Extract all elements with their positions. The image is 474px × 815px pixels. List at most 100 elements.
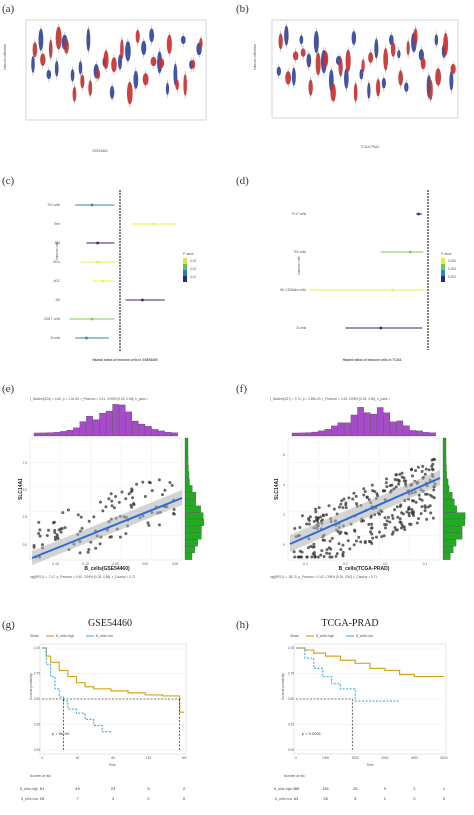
hr-point xyxy=(96,260,99,264)
data-point xyxy=(359,540,363,544)
data-point xyxy=(430,467,434,471)
histogram-bar xyxy=(125,411,133,437)
x-tick-label: 40 xyxy=(76,756,80,760)
panel-d-legend: P value 0.006 0.004 0.002 xyxy=(441,252,456,282)
data-point xyxy=(363,489,367,493)
f-ytick-3: 2 xyxy=(283,513,285,517)
histogram-bar xyxy=(442,492,453,499)
violins-a xyxy=(31,23,203,108)
histogram-bar xyxy=(184,444,189,452)
f-xtick-1: -0.2 xyxy=(302,562,308,566)
panel-d-legend-title: P value xyxy=(441,252,452,256)
data-point xyxy=(130,505,134,509)
data-point xyxy=(339,502,343,506)
data-point xyxy=(393,477,397,481)
e-xtick-4: 0.00 xyxy=(142,562,148,566)
data-point xyxy=(407,511,411,515)
data-point xyxy=(370,542,374,546)
data-point xyxy=(40,543,44,547)
data-point xyxy=(362,487,366,491)
data-point xyxy=(53,531,57,535)
panel-a-frame xyxy=(25,19,207,121)
data-point xyxy=(305,555,309,559)
row-label: pDC xyxy=(54,279,61,283)
risk-count: 9 xyxy=(384,786,387,791)
histogram-bar xyxy=(184,505,201,513)
data-point xyxy=(404,482,408,486)
histogram-bar xyxy=(184,464,189,472)
panel-e-label: (e) xyxy=(2,383,15,395)
histogram-bar xyxy=(416,430,423,437)
x-tick-label: 3000 xyxy=(381,756,388,760)
data-point xyxy=(385,519,389,523)
data-point xyxy=(429,511,433,515)
histogram-bar xyxy=(184,539,198,547)
panel-e-plotarea xyxy=(29,437,183,561)
data-point xyxy=(345,532,349,536)
row-label: Th17 cells xyxy=(291,212,306,216)
y-tick-label: 0.75 xyxy=(288,672,294,676)
y-tick-label: 0.50 xyxy=(288,697,294,701)
row-label: NK CD56dim cells xyxy=(280,288,306,292)
legend-g-low: B_cells=low xyxy=(96,634,114,638)
data-point xyxy=(365,495,369,499)
data-point xyxy=(347,496,351,500)
km-g-high-curve xyxy=(42,647,184,713)
data-point xyxy=(47,528,51,532)
histogram-bar xyxy=(396,420,404,437)
risk-table-g: 81 49 23 5 2 B_cells=high 25 7 3 0 0 B_cells=low xyxy=(20,786,186,801)
data-point xyxy=(414,500,418,504)
panel-g-xlabel: Time xyxy=(109,763,116,767)
fit-line-e xyxy=(31,497,183,559)
data-point xyxy=(371,536,375,540)
histogram-bar xyxy=(442,519,466,526)
panel-b-label: (b) xyxy=(236,3,249,15)
data-point xyxy=(117,500,121,504)
panel-g-pvalue: p = 8e-04 xyxy=(52,731,70,736)
panel-d-label: (d) xyxy=(236,175,249,187)
data-point xyxy=(98,542,102,546)
hr-point xyxy=(408,250,412,254)
data-point xyxy=(300,550,304,554)
risk-count: 2 xyxy=(384,796,387,801)
risk-count: 2 xyxy=(183,786,186,791)
risk-count: 7 xyxy=(76,796,79,801)
data-point xyxy=(319,553,323,557)
panel-b-frame xyxy=(271,19,459,119)
data-point xyxy=(352,543,356,547)
data-point xyxy=(397,482,401,486)
hr-point xyxy=(85,336,88,340)
data-point xyxy=(109,535,113,539)
data-point xyxy=(66,508,70,512)
histogram-bar xyxy=(184,553,193,560)
data-point xyxy=(367,539,371,543)
data-point xyxy=(305,522,309,526)
data-point xyxy=(327,504,331,508)
histogram-bar xyxy=(184,519,205,526)
panel-e-stat-top: t_Student(104) = 4.60, p = 1.2e-05, r_Pe… xyxy=(30,397,149,401)
data-point xyxy=(330,536,334,540)
data-point xyxy=(400,471,404,475)
data-point xyxy=(53,535,57,539)
data-point xyxy=(387,515,391,519)
histogram-bar xyxy=(79,421,87,437)
data-point xyxy=(395,528,399,532)
risk-table-h: 366 151 26 9 2 1 B_cells=high 63 26 5 2 0 0 B_cells=l… xyxy=(274,786,446,801)
data-point xyxy=(367,522,371,526)
data-point xyxy=(351,497,355,501)
data-point xyxy=(425,517,429,521)
hr-point xyxy=(101,279,105,283)
data-point xyxy=(80,526,84,530)
data-point xyxy=(348,547,352,551)
histogram-bar xyxy=(324,429,332,437)
histogram-bar xyxy=(442,546,454,554)
legend-d-tick-3: 0.002 xyxy=(448,275,456,279)
data-point xyxy=(109,492,113,496)
panel-g-ylabel: Survival probability xyxy=(29,673,33,700)
histogram-bar xyxy=(92,419,100,437)
data-point xyxy=(37,520,41,524)
row-label: Tem xyxy=(54,222,60,226)
data-point xyxy=(415,521,419,525)
data-point xyxy=(357,535,361,539)
data-point xyxy=(76,513,80,517)
